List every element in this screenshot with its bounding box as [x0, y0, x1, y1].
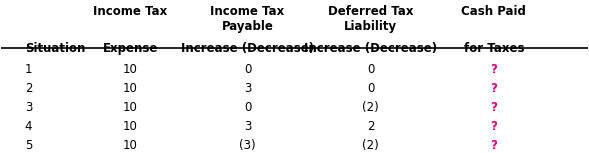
- Text: 1: 1: [25, 63, 32, 76]
- Text: ?: ?: [491, 139, 497, 152]
- Text: 3: 3: [25, 101, 32, 114]
- Text: 10: 10: [123, 101, 138, 114]
- Text: 10: 10: [123, 82, 138, 95]
- Text: ?: ?: [491, 63, 497, 76]
- Text: 5: 5: [25, 139, 32, 152]
- Text: 0: 0: [367, 82, 375, 95]
- Text: 10: 10: [123, 139, 138, 152]
- Text: 0: 0: [244, 63, 252, 76]
- Text: Income Tax: Income Tax: [93, 5, 167, 18]
- Text: ?: ?: [491, 120, 497, 133]
- Text: 3: 3: [244, 120, 252, 133]
- Text: Deferred Tax
Liability: Deferred Tax Liability: [328, 5, 413, 33]
- Text: Increase (Decrease): Increase (Decrease): [304, 42, 437, 55]
- Text: 4: 4: [25, 120, 32, 133]
- Text: Increase (Decrease): Increase (Decrease): [181, 42, 314, 55]
- Text: Income Tax
Payable: Income Tax Payable: [210, 5, 284, 33]
- Text: (2): (2): [362, 101, 379, 114]
- Text: (3): (3): [239, 139, 256, 152]
- Text: Situation: Situation: [25, 42, 85, 55]
- Text: 0: 0: [244, 101, 252, 114]
- Text: 3: 3: [244, 82, 252, 95]
- Text: 2: 2: [25, 82, 32, 95]
- Text: ?: ?: [491, 101, 497, 114]
- Text: for Taxes: for Taxes: [464, 42, 524, 55]
- Text: 0: 0: [367, 63, 375, 76]
- Text: Expense: Expense: [102, 42, 158, 55]
- Text: ?: ?: [491, 82, 497, 95]
- Text: Cash Paid: Cash Paid: [461, 5, 526, 18]
- Text: 10: 10: [123, 120, 138, 133]
- Text: 2: 2: [367, 120, 375, 133]
- Text: 10: 10: [123, 63, 138, 76]
- Text: (2): (2): [362, 139, 379, 152]
